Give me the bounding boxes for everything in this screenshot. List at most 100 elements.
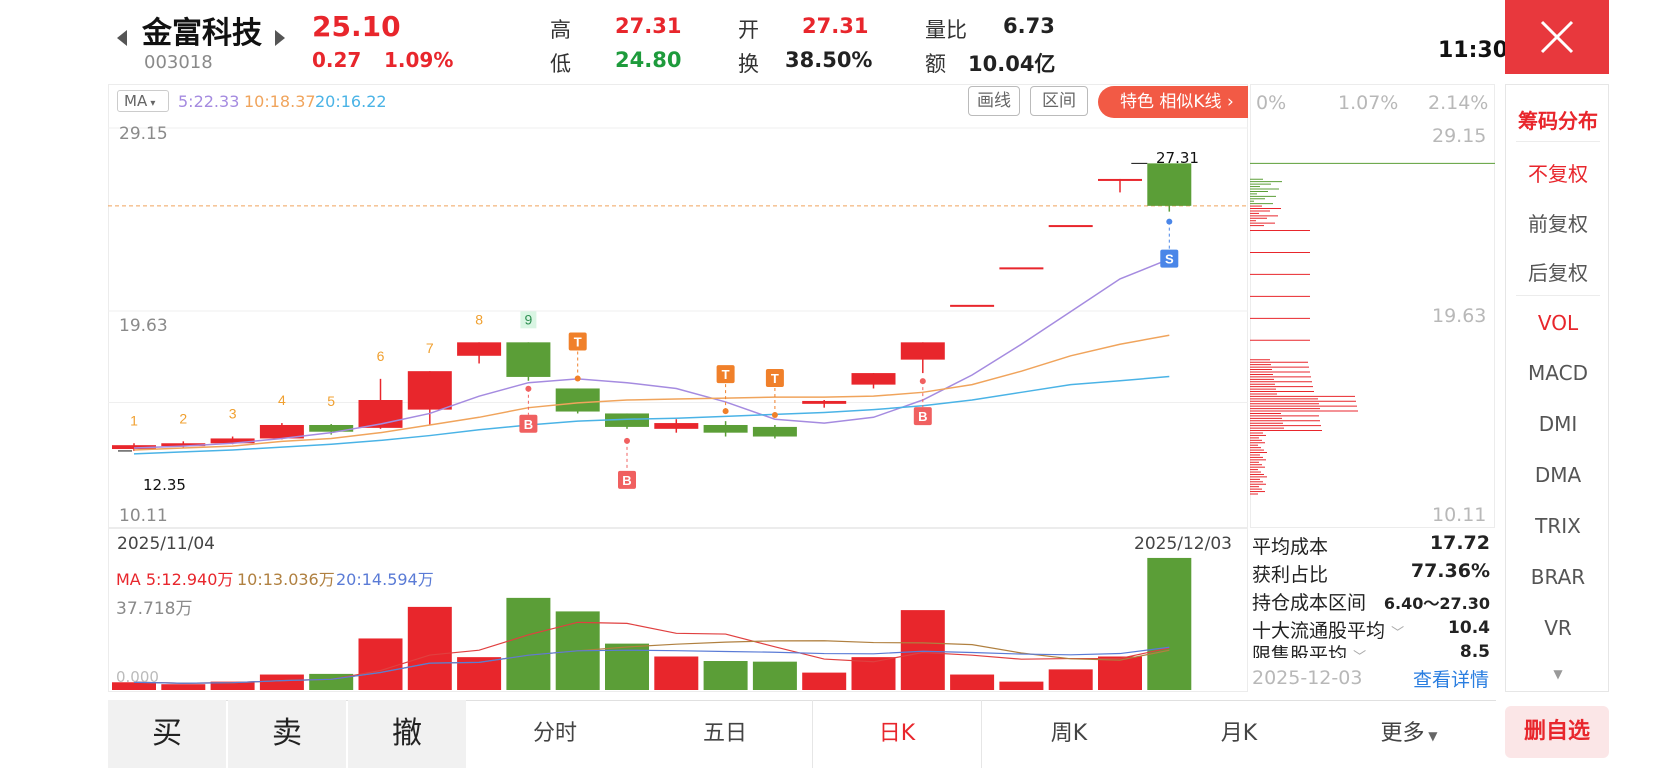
high-value: 27.31 (615, 14, 682, 38)
ma-selector-label: MA (124, 92, 148, 110)
chevron-down-icon: ﹀ (1391, 626, 1405, 641)
sidebar-item-trix[interactable]: TRIX (1535, 514, 1581, 538)
volume-ma10-legend: 10:13.036万 (237, 570, 335, 589)
tab-daily-k[interactable]: 日K (812, 700, 982, 768)
candle-body (161, 443, 206, 447)
sell-button[interactable]: 卖 (228, 700, 346, 768)
signal-badge-label: T (574, 334, 582, 349)
signal-dot (771, 411, 778, 418)
next-stock-arrow-icon[interactable] (275, 30, 285, 46)
signal-dot (624, 437, 630, 444)
prev-stock-arrow-icon[interactable] (117, 30, 127, 46)
candle-body (112, 445, 156, 450)
candle-body (407, 371, 452, 410)
signal-badge-label: B (622, 473, 631, 488)
sidebar-divider (1516, 141, 1600, 142)
high-label: 高 (550, 18, 571, 42)
ma10-line (133, 334, 1170, 451)
sidebar-item-dmi[interactable]: DMI (1538, 412, 1578, 436)
avg-cost-value: 17.72 (1429, 532, 1490, 554)
sidebar-item-dma[interactable]: DMA (1534, 463, 1582, 487)
candle-body (900, 342, 945, 360)
sidebar-item-macd[interactable]: MACD (1528, 361, 1588, 385)
sidebar-scroll-down-icon[interactable]: ▼ (1553, 667, 1563, 681)
sidebar-item-forward-adjust[interactable]: 前复权 (1528, 212, 1588, 236)
volume-bar (752, 661, 797, 690)
quote-header: 金富科技 003018 25.10 0.27 1.09% 高 27.31 低 2… (0, 0, 1508, 84)
volume-ma5-line (133, 621, 1170, 684)
signal-badge (1160, 249, 1179, 268)
indicator-sidebar: 筹码分布 不复权 前复权 后复权 VOL MACD DMI DMA TRIX B… (1505, 84, 1609, 692)
profit-ratio-label: 获利占比 (1252, 564, 1329, 586)
profit-ratio-value: 77.36% (1410, 560, 1490, 582)
draw-line-button[interactable]: 画线 (968, 86, 1020, 116)
volume-chart (112, 557, 1192, 690)
sidebar-item-vol[interactable]: VOL (1537, 311, 1579, 335)
volume-bar (900, 610, 945, 690)
turnover-value: 38.50% (785, 48, 873, 72)
signal-dot (722, 408, 729, 415)
signal-badge-label: S (1165, 252, 1174, 267)
volume-bar (259, 674, 304, 690)
tab-more[interactable]: 更多 ▼ (1324, 700, 1494, 768)
signal-badge (913, 407, 932, 426)
chevron-down-icon: ﹀ (1353, 650, 1367, 658)
open-label: 开 (738, 18, 759, 42)
volume-bar (358, 638, 403, 690)
low-value: 24.80 (615, 48, 682, 72)
range-button[interactable]: 区间 (1030, 86, 1088, 116)
volume-bar (703, 661, 748, 690)
sequence-tag-label: 9 (525, 311, 533, 327)
tab-five-day[interactable]: 五日 (702, 721, 747, 746)
candle-body (654, 423, 699, 429)
remove-watchlist-button[interactable]: 删自选 (1505, 706, 1609, 758)
candle-body (752, 426, 797, 437)
candle-body (506, 342, 551, 377)
top10-holders-text: 十大流通股平均 (1252, 620, 1386, 642)
low-label: 低 (550, 52, 571, 76)
sidebar-item-vr[interactable]: VR (1544, 616, 1572, 640)
sidebar-item-brar[interactable]: BRAR (1530, 565, 1586, 589)
sidebar-item-no-adjust[interactable]: 不复权 (1528, 162, 1588, 186)
low-marker-label: 12.35 (143, 476, 186, 494)
signal-badge (618, 470, 636, 489)
sequence-tag-label: 4 (278, 392, 286, 408)
volume-bar (112, 682, 156, 690)
volume-ma20-line (133, 646, 1170, 684)
close-icon (1540, 20, 1574, 54)
restricted-shares-value: 8.5 (1459, 644, 1490, 658)
signal-dot (1166, 218, 1173, 225)
similar-kline-button[interactable]: 特色 相似K线 › (1098, 86, 1248, 118)
sidebar-item-chip-distribution[interactable]: 筹码分布 (1518, 109, 1598, 133)
buy-button[interactable]: 买 (108, 700, 226, 768)
candle-body (950, 304, 995, 307)
high-marker-label: 27.31 (1156, 149, 1199, 167)
tab-weekly-k[interactable]: 周K (1050, 721, 1088, 746)
sequence-tag-label: 7 (426, 340, 434, 356)
top10-holders-label[interactable]: 十大流通股平均 ﹀ (1252, 616, 1404, 643)
sidebar-item-backward-adjust[interactable]: 后复权 (1528, 261, 1588, 285)
signal-badge-label: B (918, 409, 927, 424)
cancel-order-button[interactable]: 撤 (348, 700, 466, 768)
restricted-shares-label[interactable]: 限售股平均 ﹀ (1252, 644, 1366, 658)
current-price: 25.10 (312, 10, 401, 43)
sidebar-divider (1516, 295, 1600, 296)
cost-range-value: 6.40～27.30 (1383, 594, 1490, 613)
volume-bar (1098, 656, 1142, 690)
tab-intraday[interactable]: 分时 (532, 721, 577, 746)
ma10-legend: 10:18.37 (244, 92, 316, 111)
volume-bar (851, 657, 896, 690)
close-button[interactable] (1505, 0, 1609, 74)
candle-body (1048, 225, 1093, 228)
signal-dot (919, 378, 926, 385)
chip-pct-0: 0% (1256, 92, 1287, 114)
ma-selector-dropdown[interactable]: MA ▾ (117, 90, 169, 112)
view-details-link[interactable]: 查看详情 (1413, 669, 1490, 691)
volume-chart-panel[interactable] (108, 528, 1248, 692)
sequence-tag-label: 6 (377, 348, 385, 364)
tab-monthly-k[interactable]: 月K (1220, 721, 1258, 746)
candle-body (259, 424, 304, 439)
kline-chart-panel[interactable] (108, 84, 1248, 528)
tab-more-label: 更多 (1380, 721, 1425, 746)
candle-body (358, 400, 403, 428)
